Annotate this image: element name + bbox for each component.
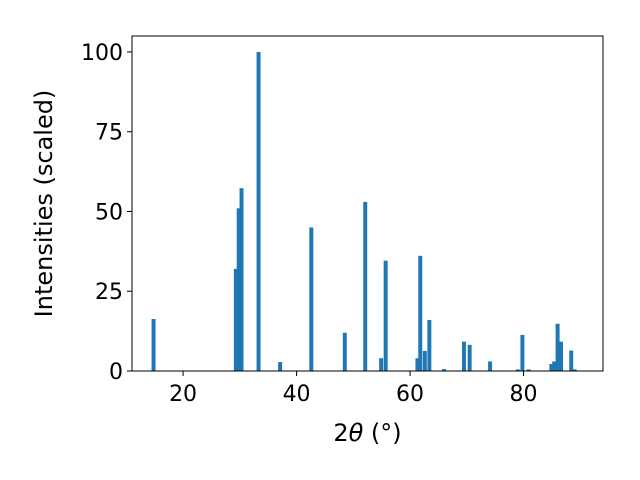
bar-21 [526,369,531,371]
bar-14 [427,319,432,371]
bar-26 [569,350,574,371]
bar-12 [418,255,423,371]
x-tick-label-80: 80 [510,382,538,407]
bar-24 [555,323,560,371]
bar-0 [151,319,156,371]
x-axis-label-prefix: 2 [333,419,348,447]
x-axis-label-suffix: (°) [363,419,401,447]
bar-17 [467,344,472,371]
x-tick-label-20: 20 [169,382,197,407]
y-tick-label-0: 0 [109,360,123,385]
bar-2 [236,208,241,371]
x-axis-label-symbol: θ [349,419,364,447]
y-tick-label-25: 25 [95,280,123,305]
x-tick-label-60: 60 [396,382,424,407]
bars-group [151,51,577,371]
bar-13 [422,350,427,371]
bar-9 [379,358,384,371]
bar-10 [383,260,388,371]
y-tick-label-50: 50 [95,200,123,225]
bar-11 [415,358,420,371]
bar-15 [442,369,447,371]
bar-18 [488,361,493,371]
bar-23 [552,361,557,371]
bar-25 [559,341,563,371]
ticks-group: 20 40 60 80 0 25 50 75 100 [81,41,538,407]
bar-20 [520,334,525,371]
bar-3 [239,188,244,371]
bar-27 [572,369,577,371]
bar-7 [342,332,347,371]
bar-8 [363,201,368,371]
bar-1 [233,268,238,371]
bar-19 [515,369,520,371]
y-tick-label-100: 100 [81,41,123,66]
y-tick-label-75: 75 [95,121,123,146]
x-axis-label: 2θ (°) [333,419,401,447]
bar-16 [461,341,466,371]
x-tick-label-40: 40 [283,382,311,407]
bar-6 [309,227,314,371]
bar-4 [256,51,261,371]
y-axis-label: Intensities (scaled) [30,90,58,318]
bar-22 [549,363,554,371]
plot-frame [131,35,604,372]
bar-5 [278,362,283,371]
